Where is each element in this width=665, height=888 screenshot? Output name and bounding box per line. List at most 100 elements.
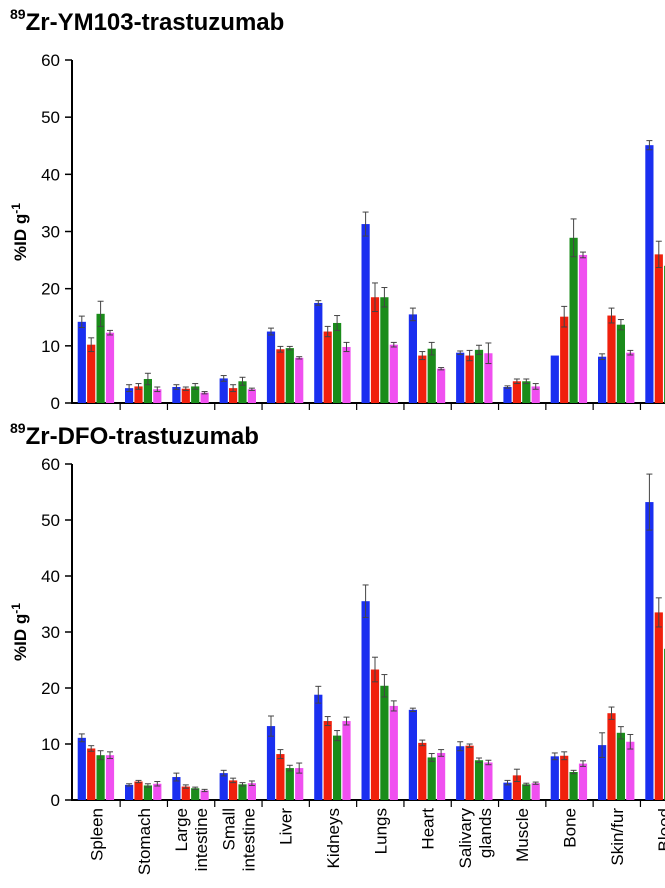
bar bbox=[484, 762, 493, 800]
bar bbox=[87, 748, 96, 800]
bar bbox=[153, 783, 162, 800]
y-tick-label: 60 bbox=[41, 51, 60, 70]
bar bbox=[342, 721, 351, 800]
bar bbox=[238, 381, 247, 403]
x-category-label: Lungs bbox=[371, 808, 390, 854]
bar bbox=[105, 332, 115, 403]
bar bbox=[229, 388, 238, 403]
bar bbox=[247, 783, 256, 800]
bar bbox=[191, 386, 200, 403]
bar bbox=[626, 352, 635, 403]
bar bbox=[342, 346, 351, 403]
bar bbox=[181, 388, 190, 403]
x-category-label: Bone bbox=[561, 808, 580, 848]
y-axis-label: %ID g-1 bbox=[9, 203, 30, 261]
x-category-label: Large bbox=[172, 808, 191, 851]
bar bbox=[654, 254, 663, 403]
chart-title-top: 89Zr-YM103-trastuzumab bbox=[10, 6, 285, 36]
bar bbox=[418, 742, 427, 800]
bar bbox=[616, 324, 625, 403]
bar bbox=[550, 756, 559, 800]
bar bbox=[172, 777, 181, 800]
y-tick-label: 40 bbox=[41, 165, 60, 184]
bar bbox=[314, 302, 323, 403]
bar bbox=[456, 352, 465, 403]
bar bbox=[512, 775, 521, 800]
bar bbox=[408, 709, 417, 800]
bar bbox=[531, 386, 540, 403]
bar bbox=[314, 694, 323, 800]
bar bbox=[560, 316, 569, 403]
bar bbox=[295, 357, 304, 403]
bar bbox=[598, 356, 607, 403]
bar bbox=[389, 705, 398, 800]
y-tick-label: 10 bbox=[41, 735, 60, 754]
chart-panel-2: 0 10 20 30 40 50 60 %ID g-1 bbox=[9, 455, 665, 810]
bar bbox=[333, 322, 342, 403]
bar bbox=[96, 755, 105, 800]
x-category-label: Skin/fur bbox=[608, 808, 627, 866]
bar bbox=[181, 786, 190, 800]
chart-panel-1: 0 10 20 30 40 50 60 %ID g-1 bbox=[9, 51, 665, 413]
bar bbox=[607, 713, 616, 800]
bar bbox=[323, 331, 332, 403]
bar bbox=[134, 386, 143, 403]
bar bbox=[474, 349, 484, 403]
x-category-label: Salivary bbox=[456, 808, 475, 869]
bar bbox=[266, 726, 276, 800]
bar bbox=[389, 344, 398, 403]
bar bbox=[427, 757, 436, 800]
bar bbox=[465, 745, 474, 800]
bar bbox=[484, 353, 493, 403]
bar bbox=[569, 237, 578, 403]
x-category-label: Muscle bbox=[513, 808, 532, 862]
bar bbox=[522, 381, 531, 403]
bar bbox=[200, 392, 209, 403]
y-tick-label: 40 bbox=[41, 567, 60, 586]
bar bbox=[125, 388, 134, 403]
bar bbox=[143, 785, 152, 800]
bar bbox=[229, 780, 238, 800]
x-category-label: Liver bbox=[277, 808, 296, 845]
bar bbox=[569, 772, 578, 800]
bar bbox=[153, 389, 162, 403]
bar bbox=[266, 331, 276, 403]
bar bbox=[607, 315, 616, 403]
x-category-label: intestine bbox=[239, 808, 258, 871]
x-category-label: Spleen bbox=[88, 808, 107, 861]
bar bbox=[219, 773, 228, 800]
bar bbox=[200, 790, 209, 800]
y-tick-label: 0 bbox=[51, 394, 60, 413]
bar bbox=[285, 348, 294, 403]
bar bbox=[616, 732, 625, 800]
bar bbox=[437, 368, 446, 403]
bar bbox=[465, 355, 474, 403]
bar bbox=[105, 755, 115, 800]
bar bbox=[380, 685, 389, 800]
x-category-label: Stomach bbox=[135, 808, 154, 875]
bar bbox=[333, 735, 342, 800]
bar bbox=[512, 381, 521, 403]
y-tick-label: 50 bbox=[41, 108, 60, 127]
bar bbox=[578, 254, 588, 403]
bar bbox=[238, 784, 247, 800]
y-tick-label: 30 bbox=[41, 623, 60, 642]
x-category-label: Kidneys bbox=[324, 808, 343, 868]
bar bbox=[380, 297, 389, 403]
bar bbox=[77, 737, 86, 800]
bar bbox=[474, 760, 484, 800]
bar bbox=[598, 745, 607, 800]
y-tick-label: 20 bbox=[41, 280, 60, 299]
chart-title-bottom: 89Zr-DFO-trastuzumab bbox=[10, 420, 259, 450]
bar bbox=[645, 145, 654, 403]
bar bbox=[437, 752, 446, 800]
bar bbox=[96, 313, 105, 403]
bar bbox=[143, 378, 152, 403]
x-category-label: Heart bbox=[419, 808, 438, 850]
bar bbox=[418, 355, 427, 403]
y-tick-label: 50 bbox=[41, 511, 60, 530]
bar bbox=[645, 502, 654, 800]
bar bbox=[295, 768, 304, 800]
bar bbox=[370, 669, 380, 800]
